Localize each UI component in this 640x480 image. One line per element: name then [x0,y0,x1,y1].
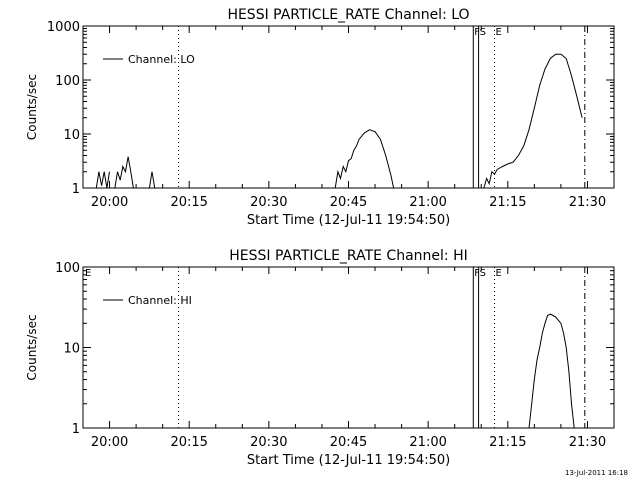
x-tick-label: 20:30 [250,195,287,210]
chart-title: HESSI PARTICLE_RATE Channel: HI [229,248,467,264]
marker-label: F [474,27,480,38]
y-axis-label: Counts/sec [25,74,39,140]
x-axis-label: Start Time (12-Jul-11 19:54:50) [247,213,450,228]
x-tick-label: 21:15 [489,435,526,450]
x-tick-label: 20:00 [91,195,128,210]
chart-panel-1: HESSI PARTICLE_RATE Channel: LO Start Tim… [25,7,615,228]
x-tick-label: 20:30 [250,435,287,450]
x-tick-label: 20:15 [170,435,207,450]
x-tick-label: 21:00 [409,435,446,450]
y-tick-label: 1000 [47,20,80,35]
corner-label: E [85,268,91,279]
x-tick-label: 21:30 [569,195,606,210]
x-tick-label: 20:00 [91,435,128,450]
legend-label: Channel: HI [128,294,192,307]
x-tick-label: 21:00 [409,195,446,210]
marker-label: F [474,268,480,279]
y-tick-label: 100 [55,261,80,276]
data-line [483,53,583,189]
chart-panel-2: HESSI PARTICLE_RATE Channel: HI Start Tim… [25,248,615,468]
chart-title: HESSI PARTICLE_RATE Channel: LO [227,7,469,23]
data-line [528,313,575,429]
legend-label: Channel: LO [128,53,195,66]
marker-label: E [496,268,502,279]
y-tick-label: 100 [55,74,80,89]
y-tick-label: 1 [72,182,80,197]
y-tick-label: 10 [63,128,80,143]
marker-label: E [496,27,502,38]
plot-frame [82,266,615,429]
x-axis-label: Start Time (12-Jul-11 19:54:50) [247,453,450,468]
x-tick-label: 21:30 [569,435,606,450]
data-line [148,171,156,189]
data-line [95,171,110,189]
x-tick-label: 20:15 [170,195,207,210]
x-tick-label: 21:15 [489,195,526,210]
x-tick-label: 20:45 [330,195,367,210]
footer-timestamp: 13-Jul-2011 16:18 [564,469,628,477]
data-line [334,129,395,189]
y-tick-label: 1 [72,422,80,437]
data-line [114,156,134,189]
y-axis-label: Counts/sec [25,314,39,380]
y-tick-label: 10 [63,342,80,357]
marker-label: S [480,268,486,279]
marker-label: S [480,27,486,38]
x-tick-label: 20:45 [330,435,367,450]
